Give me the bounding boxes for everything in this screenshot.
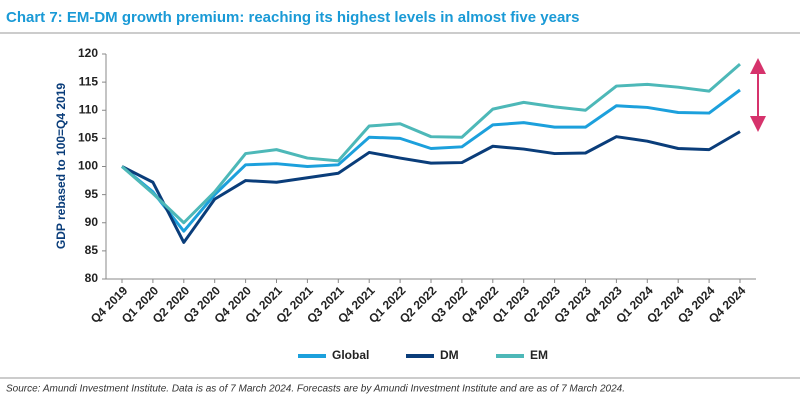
series-line bbox=[121, 130, 741, 244]
y-tick-label: 105 bbox=[78, 131, 98, 145]
y-tick-label: 95 bbox=[85, 187, 99, 201]
source-note: Source: Amundi Investment Institute. Dat… bbox=[6, 384, 625, 395]
series-line bbox=[121, 88, 741, 233]
y-tick-label: 90 bbox=[85, 215, 99, 229]
y-tick-label: 80 bbox=[85, 271, 99, 285]
y-tick-label: 85 bbox=[85, 243, 99, 257]
y-axis-label: GDP rebased to 100=Q4 2019 bbox=[54, 83, 68, 250]
chart-title: Chart 7: EM-DM growth premium: reaching … bbox=[6, 9, 579, 26]
series-line bbox=[121, 62, 741, 225]
y-tick-label: 115 bbox=[79, 74, 99, 88]
y-tick-label: 110 bbox=[79, 102, 99, 116]
legend-label: EM bbox=[530, 348, 548, 362]
legend-label: DM bbox=[440, 348, 459, 362]
y-tick-label: 120 bbox=[78, 46, 98, 60]
y-tick-label: 100 bbox=[78, 159, 98, 173]
legend-label: Global bbox=[332, 348, 369, 362]
